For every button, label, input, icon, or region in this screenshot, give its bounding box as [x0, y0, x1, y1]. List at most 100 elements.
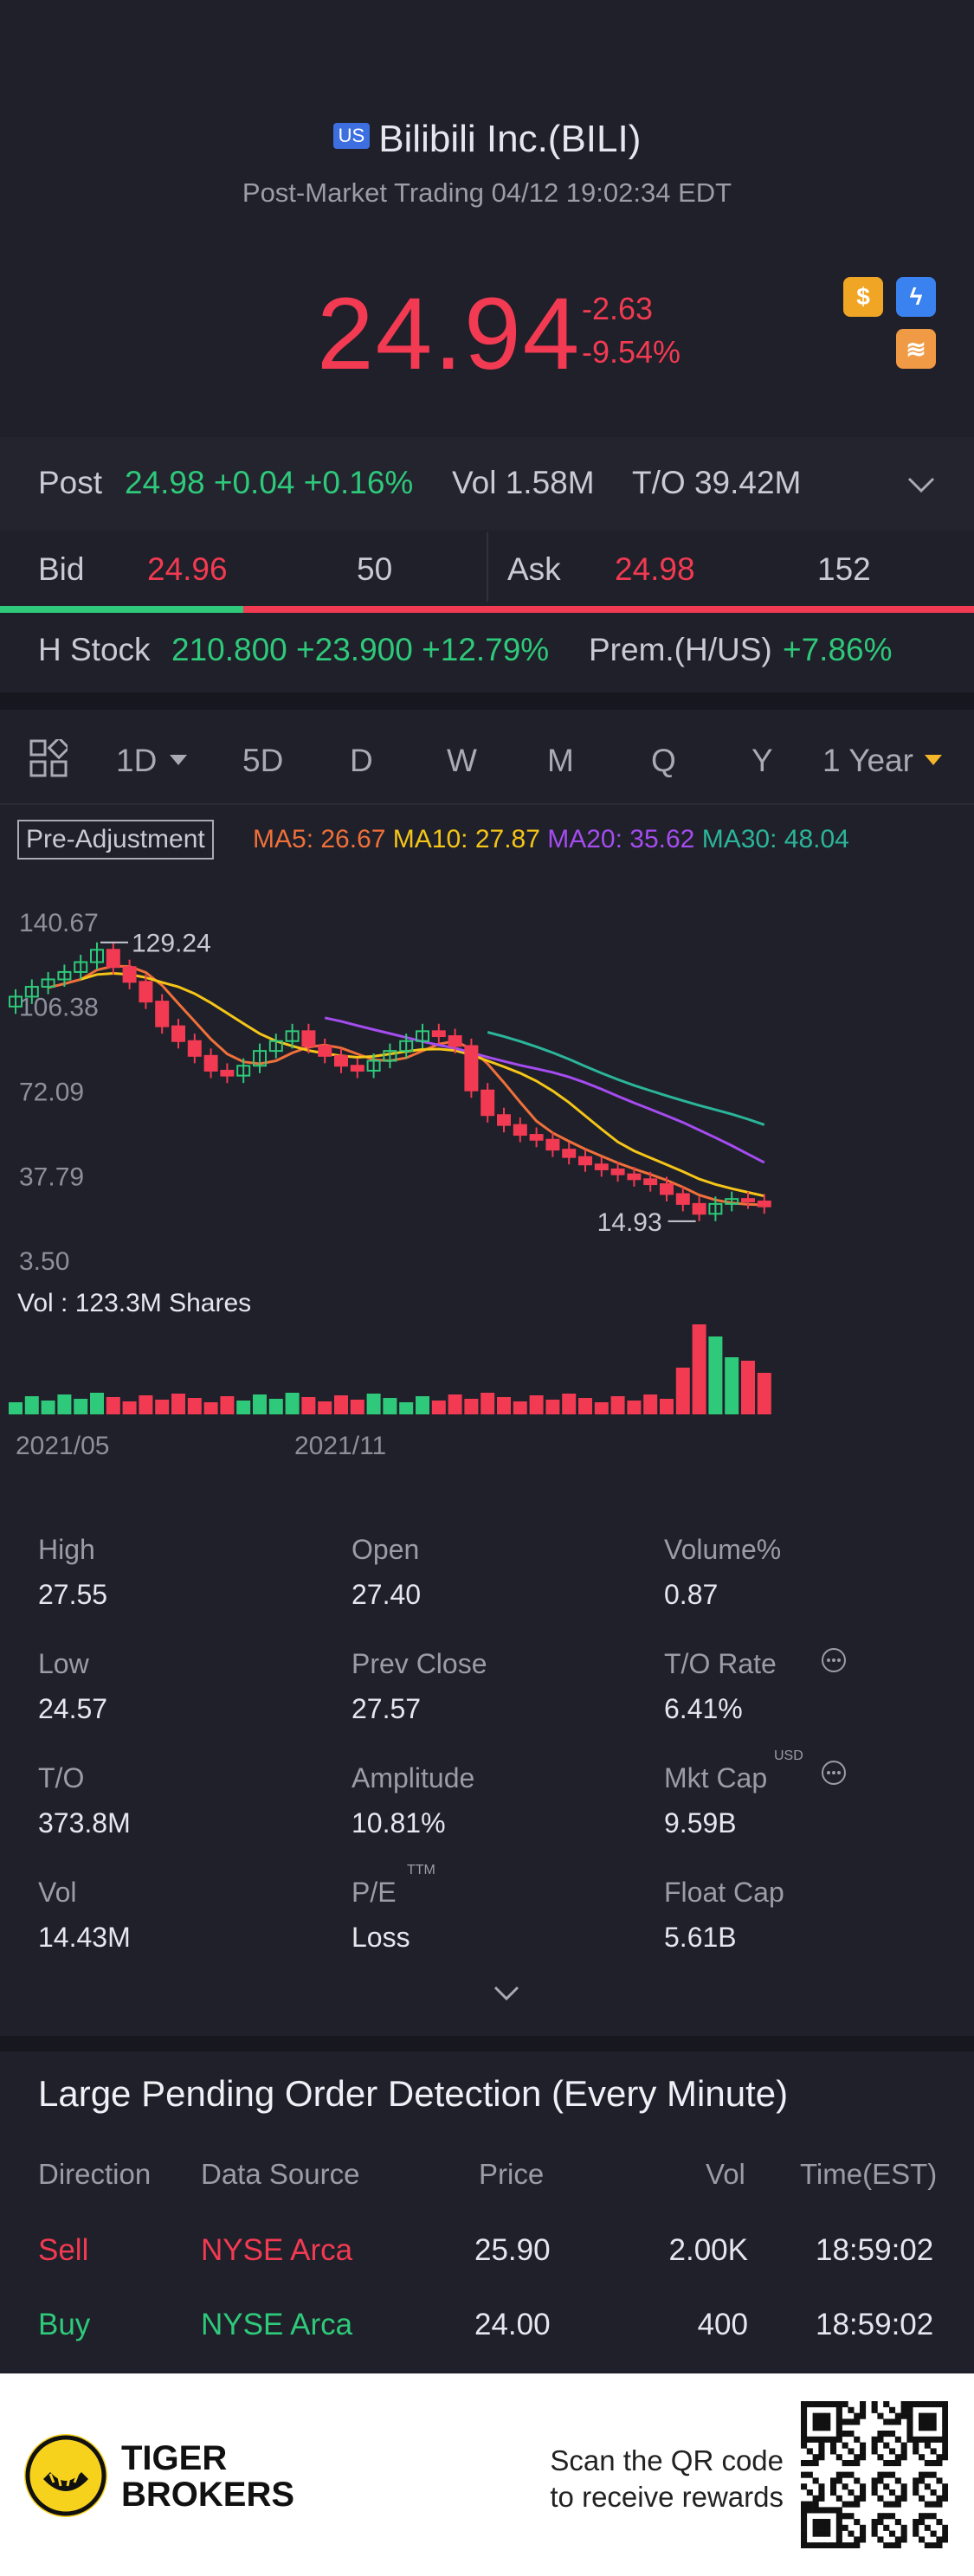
more-info-icon[interactable] [820, 1759, 848, 1787]
grid-layout-icon[interactable] [29, 739, 68, 777]
dropdown-triangle-icon[interactable] [170, 755, 187, 767]
qr-module [942, 2406, 948, 2413]
post-market-row[interactable]: Post 24.98 +0.04 +0.16% Vol 1.58M T/O 39… [0, 437, 974, 531]
ask-price: 24.98 [615, 551, 695, 587]
dollar-icon[interactable]: $ [843, 277, 883, 317]
order-source: NYSE Arca [201, 2308, 353, 2341]
qr-module [801, 2519, 808, 2526]
h-stock-row[interactable]: H Stock 210.800 +23.900 +12.79% Prem.(H/… [0, 616, 974, 691]
stat-label-amplitude: Amplitude [352, 1762, 475, 1794]
qr-module [842, 2471, 848, 2478]
qr-module [812, 2460, 819, 2467]
candle [139, 981, 153, 1003]
qr-module [942, 2436, 948, 2443]
large-order-title: Large Pending Order Detection (Every Min… [38, 2073, 789, 2114]
qr-module [871, 2530, 878, 2537]
candle [9, 995, 23, 1008]
bid-ratio-fill [0, 606, 244, 613]
ask-size: 152 [817, 551, 871, 587]
qr-module [818, 2524, 825, 2531]
qr-module [924, 2436, 931, 2443]
volume-bar [139, 1395, 153, 1414]
candle [627, 1173, 642, 1181]
volume-bar [187, 1398, 202, 1414]
volume-bar [416, 1396, 429, 1414]
qr-module [801, 2501, 808, 2508]
tab-5d[interactable]: 5D [242, 743, 284, 778]
qr-module [889, 2471, 896, 2478]
qr-module [919, 2477, 926, 2484]
qr-module [889, 2542, 896, 2548]
qr-module [835, 2519, 842, 2526]
ma20-label: MA20: 35.62 [547, 825, 695, 853]
price-chart[interactable]: 140.67 106.38 72.09 37.79 3.50 129.24 14.93 Vol… [0, 892, 974, 1480]
bid-price: 24.96 [147, 551, 228, 587]
volume-bar [106, 1397, 120, 1414]
qr-module [842, 2542, 848, 2548]
qr-module [806, 2471, 813, 2478]
qr-module [936, 2501, 943, 2508]
qr-module [848, 2542, 855, 2548]
qr-module [900, 2448, 907, 2455]
qr-module [842, 2460, 848, 2467]
qr-module [930, 2530, 937, 2537]
qr-module [924, 2401, 931, 2408]
qr-module [818, 2442, 825, 2449]
qr-module [883, 2471, 890, 2478]
tab-1d[interactable]: 1D [116, 743, 158, 778]
dropdown-triangle-icon[interactable] [925, 755, 942, 767]
volume-bar [399, 1402, 414, 1414]
order-direction: Sell [38, 2233, 89, 2267]
stat-value: 14.43M [38, 1922, 131, 1953]
stack-icon[interactable]: ≋ [896, 329, 936, 369]
stat-value: 27.55 [38, 1579, 108, 1610]
qr-module [930, 2425, 937, 2431]
qr-module [889, 2513, 896, 2520]
adjustment-toggle[interactable]: Pre-Adjustment [17, 820, 214, 860]
qr-module [842, 2401, 848, 2408]
qr-module [835, 2425, 842, 2431]
post-value: 24.98 +0.04 +0.16% [125, 465, 414, 500]
qr-module [919, 2412, 926, 2419]
more-info-icon[interactable] [820, 1646, 848, 1674]
qr-module [871, 2483, 878, 2490]
chevron-down-icon[interactable] [906, 475, 937, 496]
qr-module [894, 2501, 901, 2508]
tab-month[interactable]: M [547, 743, 574, 778]
ask-label: Ask [507, 551, 561, 587]
tab-quarter[interactable]: Q [651, 743, 676, 778]
qr-module [812, 2477, 819, 2484]
tab-1-year[interactable]: 1 Year [822, 743, 913, 778]
qr-module [930, 2460, 937, 2467]
qr-module [818, 2436, 825, 2443]
expand-chevron-icon[interactable] [492, 1984, 521, 2003]
qr-module [835, 2431, 842, 2438]
qr-module [860, 2448, 867, 2455]
tab-year[interactable]: Y [751, 743, 773, 778]
flash-icon[interactable]: ϟ [896, 277, 936, 317]
qr-module [871, 2401, 878, 2408]
stat-label-vol: Vol [38, 1877, 77, 1908]
qr-module [848, 2406, 855, 2413]
volume-bar [578, 1398, 592, 1414]
qr-module [930, 2542, 937, 2548]
qr-module [906, 2401, 913, 2408]
tab-week[interactable]: W [447, 743, 477, 778]
col-time: Time(EST) [800, 2158, 938, 2190]
qr-module [860, 2489, 867, 2496]
qr-module [860, 2536, 867, 2543]
qr-module [818, 2418, 825, 2425]
qr-code[interactable] [801, 2401, 948, 2548]
order-time: 18:59:02 [816, 2233, 934, 2267]
qr-module [930, 2412, 937, 2419]
candle [285, 1030, 300, 1042]
stock-title: US Bilibili Inc.(BILI) [0, 118, 974, 161]
qr-module [883, 2524, 890, 2531]
qr-module [812, 2418, 819, 2425]
tab-day[interactable]: D [350, 743, 373, 778]
qr-module [906, 2431, 913, 2438]
price-change: -2.63 [582, 291, 654, 326]
volume-bar [334, 1395, 348, 1414]
divider [0, 803, 974, 805]
low-marker-label: 14.93 [597, 1208, 662, 1237]
